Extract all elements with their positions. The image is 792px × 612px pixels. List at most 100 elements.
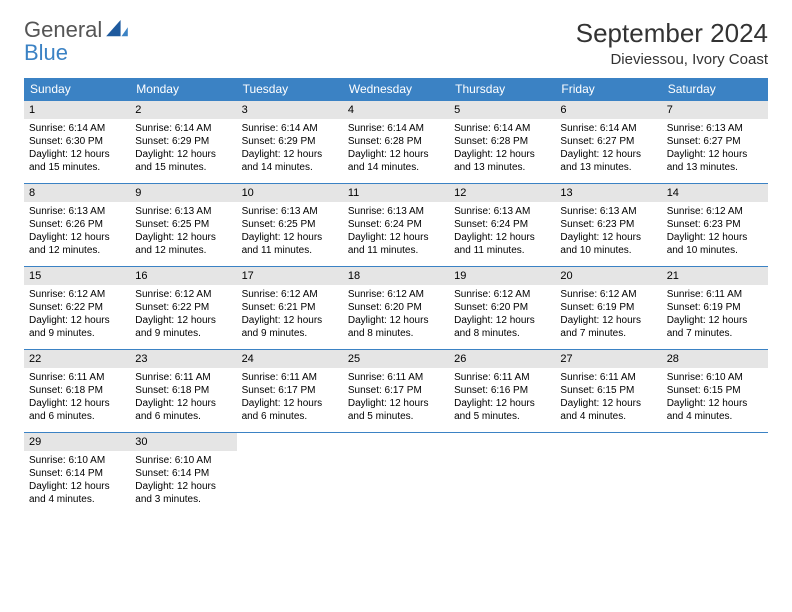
- day-number: 17: [237, 267, 343, 285]
- day-cell: 22Sunrise: 6:11 AMSunset: 6:18 PMDayligh…: [24, 350, 130, 432]
- daylight-text: Daylight: 12 hours: [560, 148, 656, 161]
- sunset-text: Sunset: 6:20 PM: [454, 301, 550, 314]
- sunrise-text: Sunrise: 6:11 AM: [29, 371, 125, 384]
- day-number: 14: [662, 184, 768, 202]
- sunrise-text: Sunrise: 6:12 AM: [560, 288, 656, 301]
- day-number: 23: [130, 350, 236, 368]
- day-number: 26: [449, 350, 555, 368]
- sunrise-text: Sunrise: 6:13 AM: [348, 205, 444, 218]
- daylight-text: and 8 minutes.: [348, 327, 444, 340]
- sunset-text: Sunset: 6:29 PM: [135, 135, 231, 148]
- sunset-text: Sunset: 6:29 PM: [242, 135, 338, 148]
- sunrise-text: Sunrise: 6:12 AM: [242, 288, 338, 301]
- day-number: 2: [130, 101, 236, 119]
- daylight-text: Daylight: 12 hours: [242, 314, 338, 327]
- day-cell: 17Sunrise: 6:12 AMSunset: 6:21 PMDayligh…: [237, 267, 343, 349]
- day-cell: 6Sunrise: 6:14 AMSunset: 6:27 PMDaylight…: [555, 101, 661, 183]
- day-cell: 15Sunrise: 6:12 AMSunset: 6:22 PMDayligh…: [24, 267, 130, 349]
- day-number: 22: [24, 350, 130, 368]
- day-label: Sunday: [24, 78, 130, 100]
- day-number: 3: [237, 101, 343, 119]
- sunset-text: Sunset: 6:22 PM: [29, 301, 125, 314]
- sunset-text: Sunset: 6:24 PM: [454, 218, 550, 231]
- sunset-text: Sunset: 6:15 PM: [560, 384, 656, 397]
- day-number: 5: [449, 101, 555, 119]
- day-number: 4: [343, 101, 449, 119]
- brand-text: General Blue: [24, 18, 102, 64]
- location-title: Dieviessou, Ivory Coast: [576, 51, 768, 68]
- day-cell: 13Sunrise: 6:13 AMSunset: 6:23 PMDayligh…: [555, 184, 661, 266]
- daylight-text: Daylight: 12 hours: [135, 148, 231, 161]
- sunset-text: Sunset: 6:18 PM: [135, 384, 231, 397]
- day-cell: [237, 433, 343, 515]
- day-number: 20: [555, 267, 661, 285]
- sunset-text: Sunset: 6:17 PM: [242, 384, 338, 397]
- daylight-text: Daylight: 12 hours: [348, 314, 444, 327]
- day-number: 10: [237, 184, 343, 202]
- day-number: 29: [24, 433, 130, 451]
- sunrise-text: Sunrise: 6:11 AM: [560, 371, 656, 384]
- daylight-text: and 6 minutes.: [29, 410, 125, 423]
- day-cell: 7Sunrise: 6:13 AMSunset: 6:27 PMDaylight…: [662, 101, 768, 183]
- day-cell: 20 Sunrise: 6:12 AMSunset: 6:19 PMDayligh…: [555, 267, 661, 349]
- daylight-text: Daylight: 12 hours: [29, 397, 125, 410]
- day-cell: 3Sunrise: 6:14 AMSunset: 6:29 PMDaylight…: [237, 101, 343, 183]
- daylight-text: and 8 minutes.: [454, 327, 550, 340]
- calendar: Sunday Monday Tuesday Wednesday Thursday…: [24, 78, 768, 515]
- sunset-text: Sunset: 6:19 PM: [560, 301, 656, 314]
- daylight-text: and 11 minutes.: [242, 244, 338, 257]
- daylight-text: and 13 minutes.: [667, 161, 763, 174]
- day-cell: 25Sunrise: 6:11 AMSunset: 6:17 PMDayligh…: [343, 350, 449, 432]
- daylight-text: and 7 minutes.: [667, 327, 763, 340]
- daylight-text: Daylight: 12 hours: [29, 148, 125, 161]
- sunset-text: Sunset: 6:28 PM: [348, 135, 444, 148]
- day-number: 30: [130, 433, 236, 451]
- day-cell: 23Sunrise: 6:11 AMSunset: 6:18 PMDayligh…: [130, 350, 236, 432]
- sunset-text: Sunset: 6:28 PM: [454, 135, 550, 148]
- sunset-text: Sunset: 6:25 PM: [242, 218, 338, 231]
- day-label: Thursday: [449, 78, 555, 100]
- daylight-text: and 15 minutes.: [29, 161, 125, 174]
- day-cell: 2Sunrise: 6:14 AMSunset: 6:29 PMDaylight…: [130, 101, 236, 183]
- sunset-text: Sunset: 6:26 PM: [29, 218, 125, 231]
- day-number: 6: [555, 101, 661, 119]
- sunrise-text: Sunrise: 6:14 AM: [454, 122, 550, 135]
- brand-name-2: Blue: [24, 40, 68, 65]
- sunrise-text: Sunrise: 6:11 AM: [135, 371, 231, 384]
- day-number: 21: [662, 267, 768, 285]
- day-number: 7: [662, 101, 768, 119]
- brand-name-1: General: [24, 17, 102, 42]
- daylight-text: Daylight: 12 hours: [135, 480, 231, 493]
- week-row: 15Sunrise: 6:12 AMSunset: 6:22 PMDayligh…: [24, 266, 768, 349]
- daylight-text: and 10 minutes.: [667, 244, 763, 257]
- daylight-text: Daylight: 12 hours: [454, 314, 550, 327]
- sunset-text: Sunset: 6:15 PM: [667, 384, 763, 397]
- sunset-text: Sunset: 6:23 PM: [667, 218, 763, 231]
- sunrise-text: Sunrise: 6:12 AM: [454, 288, 550, 301]
- day-number: 12: [449, 184, 555, 202]
- daylight-text: Daylight: 12 hours: [560, 231, 656, 244]
- day-number: 13: [555, 184, 661, 202]
- daylight-text: Daylight: 12 hours: [348, 231, 444, 244]
- daylight-text: and 14 minutes.: [348, 161, 444, 174]
- daylight-text: and 5 minutes.: [348, 410, 444, 423]
- daylight-text: Daylight: 12 hours: [348, 148, 444, 161]
- day-number: 8: [24, 184, 130, 202]
- daylight-text: Daylight: 12 hours: [29, 314, 125, 327]
- day-cell: 12Sunrise: 6:13 AMSunset: 6:24 PMDayligh…: [449, 184, 555, 266]
- day-number: 27: [555, 350, 661, 368]
- sunset-text: Sunset: 6:14 PM: [135, 467, 231, 480]
- sunset-text: Sunset: 6:27 PM: [667, 135, 763, 148]
- day-label: Saturday: [662, 78, 768, 100]
- daylight-text: and 9 minutes.: [29, 327, 125, 340]
- day-header-row: Sunday Monday Tuesday Wednesday Thursday…: [24, 78, 768, 100]
- daylight-text: Daylight: 12 hours: [560, 314, 656, 327]
- sunset-text: Sunset: 6:27 PM: [560, 135, 656, 148]
- day-cell: 19Sunrise: 6:12 AMSunset: 6:20 PMDayligh…: [449, 267, 555, 349]
- week-row: 29Sunrise: 6:10 AMSunset: 6:14 PMDayligh…: [24, 432, 768, 515]
- day-cell: 24Sunrise: 6:11 AMSunset: 6:17 PMDayligh…: [237, 350, 343, 432]
- daylight-text: and 4 minutes.: [667, 410, 763, 423]
- sunset-text: Sunset: 6:19 PM: [667, 301, 763, 314]
- daylight-text: and 6 minutes.: [135, 410, 231, 423]
- day-cell: 16Sunrise: 6:12 AMSunset: 6:22 PMDayligh…: [130, 267, 236, 349]
